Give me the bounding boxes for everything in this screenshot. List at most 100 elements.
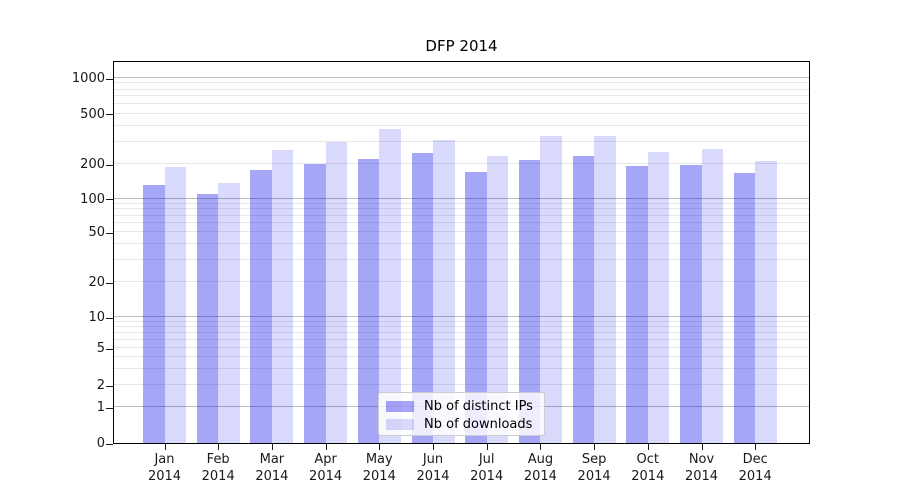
bar-feb-downloads	[218, 182, 240, 443]
chart-title: DFP 2014	[425, 37, 498, 55]
x-tick-mark	[594, 444, 596, 450]
gridline-minor	[114, 347, 809, 348]
gridline-minor	[114, 88, 809, 90]
y-tick-label: 5	[96, 341, 105, 356]
y-tick-mark	[106, 385, 113, 387]
gridline-minor	[114, 243, 809, 245]
y-tick-mark	[106, 443, 113, 445]
y-tick-mark	[106, 348, 113, 350]
gridline-major	[114, 77, 809, 78]
bar-jun-distinct-ips	[411, 152, 433, 443]
x-tick-label-jan: Jan 2014	[147, 452, 182, 484]
gridline-minor	[114, 214, 809, 216]
bar-may-distinct-ips	[357, 158, 380, 443]
gridline-minor	[114, 163, 809, 164]
gridline-major	[114, 316, 809, 317]
x-tick-label-apr: Apr 2014	[309, 452, 343, 484]
gridline-minor	[114, 95, 809, 97]
x-tick-mark	[325, 444, 327, 450]
bar-aug-downloads	[540, 136, 562, 443]
bar-mar-downloads	[271, 149, 294, 443]
x-tick-label-mar: Mar 2014	[255, 452, 289, 484]
x-tick-label-jul: Jul 2014	[470, 452, 504, 484]
x-tick-mark	[218, 444, 220, 450]
y-tick-mark	[106, 114, 113, 116]
gridline-minor	[114, 332, 809, 333]
bar-apr-downloads	[325, 141, 348, 443]
y-tick-mark	[106, 282, 113, 284]
x-tick-mark	[271, 444, 273, 450]
y-tick-label: 100	[80, 191, 105, 207]
x-tick-mark	[755, 444, 757, 450]
bar-jan-distinct-ips	[143, 184, 165, 443]
gridline-minor	[114, 202, 809, 204]
gridline-minor	[114, 326, 809, 327]
x-tick-label-dec: Dec 2014	[738, 452, 772, 484]
x-tick-mark	[433, 444, 434, 450]
gridline-minor	[114, 82, 809, 84]
gridline-minor	[114, 281, 809, 282]
gridline-minor	[114, 112, 809, 114]
bar-dec-distinct-ips	[733, 172, 756, 443]
y-tick-mark	[106, 78, 113, 80]
x-tick-label-aug: Aug 2014	[523, 452, 557, 484]
gridline-major	[114, 197, 809, 199]
legend: Nb of distinct IPs Nb of downloads	[378, 392, 545, 436]
bar-mar-distinct-ips	[250, 170, 272, 443]
gridline-minor	[114, 140, 809, 142]
gridline-minor	[114, 258, 809, 260]
x-tick-label-may: May 2014	[362, 452, 396, 484]
gridline-minor	[114, 367, 809, 369]
y-tick-label: 1	[96, 400, 105, 415]
x-tick-mark	[486, 444, 488, 450]
legend-swatch-distinct-ips	[386, 401, 414, 412]
bar-nov-distinct-ips	[680, 164, 702, 443]
legend-swatch-downloads	[386, 419, 414, 430]
bar-apr-distinct-ips	[304, 163, 326, 443]
bar-dec-downloads	[755, 161, 777, 443]
y-tick-label: 50	[88, 225, 105, 240]
bar-oct-downloads	[647, 151, 670, 443]
plot-area	[113, 61, 810, 444]
bar-jul-downloads	[486, 156, 509, 443]
x-tick-label-jun: Jun 2014	[416, 452, 450, 484]
legend-item-distinct-ips: Nb of distinct IPs	[386, 398, 536, 415]
bar-may-downloads	[379, 128, 401, 443]
gridline-minor	[114, 384, 809, 385]
legend-item-downloads: Nb of downloads	[386, 416, 536, 433]
x-tick-mark	[540, 444, 542, 450]
bar-feb-distinct-ips	[196, 193, 219, 443]
gridline-minor	[114, 222, 809, 224]
x-tick-mark	[701, 444, 703, 450]
y-tick-label: 1000	[71, 71, 105, 86]
gridline-minor	[114, 231, 809, 232]
bar-jan-downloads	[164, 166, 186, 443]
bar-nov-downloads	[701, 148, 723, 443]
legend-label-downloads: Nb of downloads	[424, 417, 533, 432]
x-tick-mark	[379, 444, 381, 450]
y-tick-mark	[106, 199, 113, 200]
y-tick-mark	[106, 164, 113, 166]
y-tick-label: 500	[80, 106, 105, 122]
y-tick-label: 10	[88, 310, 105, 325]
gridline-minor	[114, 356, 809, 357]
gridline-minor	[114, 103, 809, 105]
y-tick-mark	[106, 317, 113, 319]
x-tick-label-feb: Feb 2014	[201, 452, 235, 484]
gridline-minor	[114, 320, 809, 322]
y-tick-label: 0	[96, 436, 105, 451]
gridline-minor	[114, 125, 809, 126]
bar-jun-downloads	[433, 140, 455, 443]
x-tick-label-oct: Oct 2014	[631, 452, 665, 484]
bar-sep-distinct-ips	[572, 155, 595, 443]
x-tick-label-nov: Nov 2014	[684, 452, 719, 484]
y-tick-label: 20	[88, 275, 105, 290]
bar-aug-distinct-ips	[518, 160, 541, 443]
bar-jul-distinct-ips	[465, 172, 487, 443]
y-tick-label: 200	[80, 157, 105, 172]
bar-sep-downloads	[594, 135, 616, 443]
x-tick-mark	[164, 444, 166, 450]
y-tick-mark	[106, 232, 113, 234]
x-tick-mark	[647, 444, 649, 450]
